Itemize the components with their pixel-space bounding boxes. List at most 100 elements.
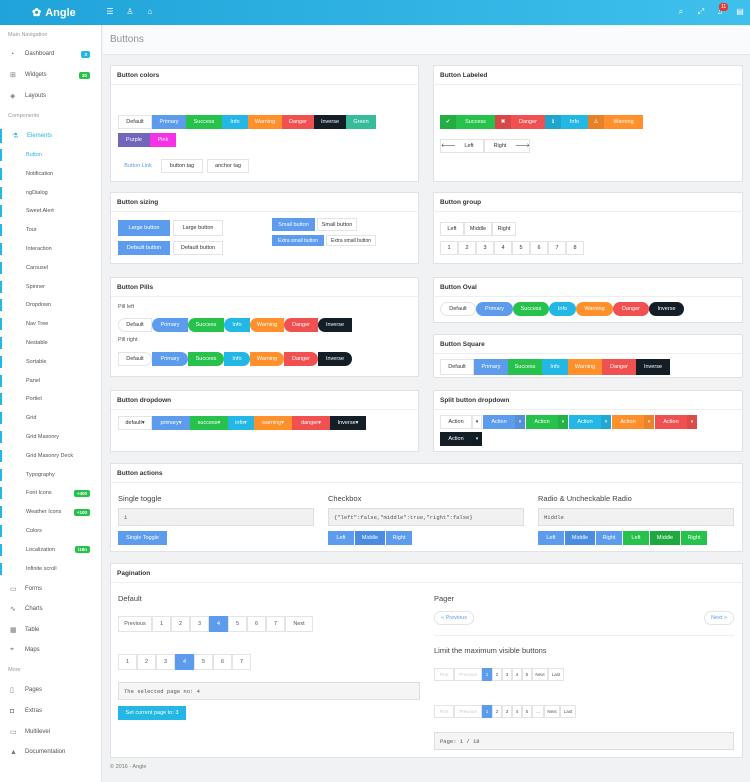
large-default-button[interactable]: Large button: [173, 220, 223, 236]
sidebar-subitem[interactable]: Nav Tree: [0, 318, 102, 331]
square-button-info[interactable]: Info: [542, 359, 568, 375]
pill-button-danger[interactable]: Danger: [284, 318, 318, 332]
page-button[interactable]: 5: [228, 616, 247, 632]
page-button[interactable]: 6: [247, 616, 266, 632]
pill-button-inverse[interactable]: Inverse: [318, 352, 352, 366]
sidebar-item-extras[interactable]: ◘ Extras: [10, 707, 43, 715]
set-current-page-button[interactable]: Set current page to: 3: [118, 706, 186, 720]
limit-page-button[interactable]: First: [434, 705, 454, 718]
sidebar-item-maps[interactable]: ⌖ Maps: [10, 646, 40, 653]
group-number-button[interactable]: 4: [494, 241, 512, 255]
labeled-right-button[interactable]: Right 🡒: [484, 139, 530, 153]
page-button[interactable]: 4: [209, 616, 228, 632]
sidebar-subitem[interactable]: Grid: [0, 412, 102, 425]
group-number-button[interactable]: 2: [458, 241, 476, 255]
settings-icon[interactable]: ▤: [736, 7, 744, 16]
color-button-warning[interactable]: Warning: [248, 115, 282, 129]
sidebar-subitem[interactable]: Panel: [0, 374, 102, 387]
limit-page-button[interactable]: Next: [544, 705, 560, 718]
labeled-button-warning[interactable]: ⚠ Warning: [588, 115, 643, 129]
limit-page-button[interactable]: 5: [522, 705, 532, 718]
limit-page-button[interactable]: 4: [512, 668, 522, 681]
sidebar-item-documentation[interactable]: ▲ Documentation: [10, 748, 66, 756]
sidebar-subitem[interactable]: Grid Masonry Deck: [0, 449, 102, 462]
split-action-button[interactable]: Action: [440, 432, 472, 446]
checkbox-right-button[interactable]: Right: [386, 531, 412, 545]
single-toggle-button[interactable]: Single Toggle: [118, 531, 167, 545]
limit-page-button[interactable]: Previous: [454, 668, 482, 681]
sidebar-item-elements[interactable]: ⚗ Elements: [0, 129, 102, 143]
group-number-button[interactable]: 6: [530, 241, 548, 255]
dropdown-button-warning[interactable]: warning ▾: [254, 416, 292, 430]
pill-button-danger[interactable]: Danger: [284, 352, 318, 366]
limit-page-button[interactable]: 5: [522, 668, 532, 681]
square-button-primary[interactable]: Primary: [474, 359, 508, 375]
limit-page-button[interactable]: 2: [492, 668, 502, 681]
sidebar-subitem[interactable]: ngDialog: [0, 186, 102, 199]
group-number-button[interactable]: 5: [512, 241, 530, 255]
limit-page-button[interactable]: Previous: [454, 705, 482, 718]
split-caret-button[interactable]: ▾: [644, 415, 654, 429]
sidebar-subitem[interactable]: Infinite scroll: [0, 562, 102, 575]
group-number-button[interactable]: 1: [440, 241, 458, 255]
dropdown-button-info[interactable]: info ▾: [228, 416, 254, 430]
oval-button-info[interactable]: Info: [549, 302, 576, 316]
pager-next-button[interactable]: Next »: [704, 611, 734, 625]
pill-button-default[interactable]: Default: [118, 352, 152, 366]
default-default-button[interactable]: Default button: [173, 241, 223, 255]
split-caret-button[interactable]: ▾: [601, 415, 611, 429]
dropdown-button-success[interactable]: success ▾: [190, 416, 228, 430]
uncheckable-right-button[interactable]: Right: [681, 531, 707, 545]
sidebar-item-widgets[interactable]: ⊞ Widgets 30: [0, 68, 102, 82]
color-button-default[interactable]: Default: [118, 115, 152, 129]
color-button-inverse[interactable]: Inverse: [314, 115, 346, 129]
pager-previous-button[interactable]: « Previous: [434, 611, 474, 625]
labeled-left-button[interactable]: 🡐 Left: [440, 139, 484, 153]
dropdown-button-danger[interactable]: danger ▾: [292, 416, 330, 430]
limit-page-button[interactable]: 1: [482, 705, 492, 718]
group-button-middle[interactable]: Middle: [464, 222, 492, 236]
checkbox-middle-button[interactable]: Middle: [355, 531, 385, 545]
color-button-info[interactable]: Info: [222, 115, 248, 129]
oval-button-danger[interactable]: Danger: [613, 302, 649, 316]
limit-page-button[interactable]: ...: [532, 705, 544, 718]
page-button[interactable]: 5: [194, 654, 213, 670]
page-button[interactable]: 6: [213, 654, 232, 670]
limit-page-button[interactable]: 2: [492, 705, 502, 718]
checkbox-left-button[interactable]: Left: [328, 531, 354, 545]
sidebar-subitem[interactable]: Spinner: [0, 280, 102, 293]
sidebar-subitem[interactable]: Portlet: [0, 393, 102, 406]
oval-button-inverse[interactable]: Inverse: [649, 302, 684, 316]
sidebar-subitem[interactable]: Sweet Alert: [0, 205, 102, 218]
button-link[interactable]: Button Link: [124, 163, 152, 169]
pill-button-info[interactable]: Info: [224, 318, 250, 332]
group-button-right[interactable]: Right: [492, 222, 516, 236]
pill-button-success[interactable]: Success: [188, 318, 224, 332]
sidebar-subitem[interactable]: Sortable: [0, 355, 102, 368]
uncheckable-left-button[interactable]: Left: [623, 531, 649, 545]
group-number-button[interactable]: 7: [548, 241, 566, 255]
pill-button-warning[interactable]: Warning: [250, 318, 284, 332]
oval-button-primary[interactable]: Primary: [476, 302, 513, 316]
sidebar-subitem[interactable]: Localization i18n: [0, 543, 102, 556]
radio-left-button[interactable]: Left: [538, 531, 564, 545]
limit-page-button[interactable]: First: [434, 668, 454, 681]
limit-page-button[interactable]: 4: [512, 705, 522, 718]
split-action-button[interactable]: Action: [483, 415, 515, 429]
split-action-button[interactable]: Action: [569, 415, 601, 429]
page-button[interactable]: 7: [266, 616, 285, 632]
search-icon[interactable]: ⌕: [678, 7, 684, 16]
limit-page-button[interactable]: Last: [548, 668, 564, 681]
split-action-button[interactable]: Action: [655, 415, 687, 429]
split-action-button[interactable]: Action: [440, 415, 472, 429]
expand-icon[interactable]: ⤢: [697, 7, 705, 16]
sidebar-subitem[interactable]: Notification: [0, 167, 102, 180]
pill-button-warning[interactable]: Warning: [250, 352, 284, 366]
large-primary-button[interactable]: Large button: [118, 220, 170, 236]
limit-page-button[interactable]: 3: [502, 668, 512, 681]
split-caret-button[interactable]: ▾: [558, 415, 568, 429]
group-number-button[interactable]: 8: [566, 241, 584, 255]
sidebar-subitem[interactable]: Weather Icons +100: [0, 506, 102, 519]
page-button[interactable]: 7: [232, 654, 251, 670]
square-button-default[interactable]: Default: [440, 359, 474, 375]
